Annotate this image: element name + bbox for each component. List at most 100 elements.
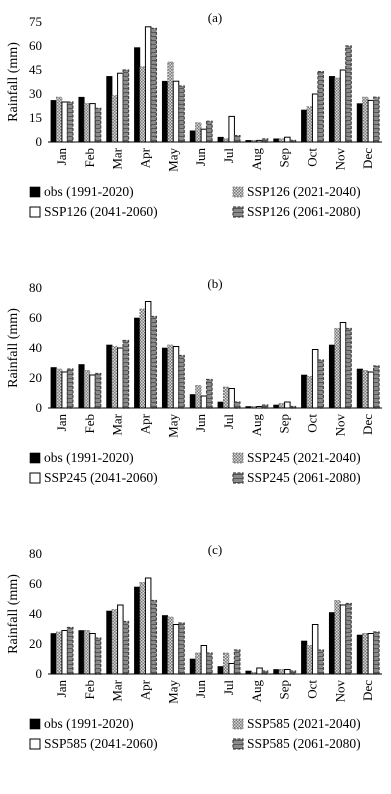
bar-jan-series-1	[50, 633, 57, 675]
bar-jun-series-1	[189, 394, 196, 409]
bar-jun-series-3	[200, 128, 208, 143]
bar-dec-series-2	[362, 370, 369, 409]
x-tick-label: Apr	[137, 413, 152, 434]
y-tick-label: 0	[36, 666, 43, 681]
y-tick-label: 20	[29, 636, 42, 651]
bar-apr-series-4	[150, 599, 158, 675]
bar-mar-series-2	[111, 346, 118, 409]
bar-feb-series-2	[83, 103, 91, 143]
legend-entry-1: obs (1991-2020)	[44, 184, 134, 199]
bar-dec-series-1	[356, 634, 363, 675]
bar-dec-series-4	[372, 96, 380, 143]
bar-apr-series-2	[139, 308, 146, 409]
x-tick-label: Jul	[221, 414, 236, 430]
bar-oct-series-2	[306, 376, 313, 409]
bar-feb-series-3	[89, 103, 96, 143]
y-tick-label: 80	[29, 546, 42, 561]
x-tick-label: Mar	[110, 147, 125, 169]
legend-entry-3: SSP585 (2041-2060)	[44, 736, 158, 751]
x-tick-label: Sep	[277, 680, 292, 700]
x-tick-label: Jul	[221, 148, 236, 164]
x-tick-label: Sep	[277, 414, 292, 434]
legend-swatch-4	[232, 472, 244, 484]
bar-jun-series-1	[189, 130, 196, 143]
bar-feb-series-4	[94, 372, 102, 409]
x-tick-label: Mar	[110, 413, 125, 435]
bar-feb-series-2	[83, 630, 91, 675]
x-tick-label: Aug	[249, 680, 264, 703]
bar-mar-series-4	[122, 620, 130, 675]
bar-dec-series-4	[372, 365, 380, 409]
bar-oct-series-1	[301, 109, 308, 143]
bar-jan-series-3	[61, 371, 68, 409]
y-tick-label: 40	[29, 340, 42, 355]
y-axis-label: Rainfall (mm)	[6, 42, 21, 122]
y-tick-label: 45	[29, 62, 42, 77]
x-tick-label: Aug	[249, 414, 264, 437]
x-tick-label: Oct	[304, 414, 319, 433]
bar-jan-series-2	[56, 631, 63, 675]
x-tick-label: Feb	[82, 680, 97, 700]
bar-jul-series-1	[217, 136, 224, 143]
bar-nov-series-1	[328, 344, 336, 409]
legend-swatch-2	[232, 186, 244, 198]
x-tick-label: Dec	[360, 680, 375, 701]
bar-may-series-1	[161, 80, 169, 143]
bar-nov-series-3	[339, 604, 347, 675]
bar-mar-series-1	[106, 76, 113, 143]
bar-jan-series-1	[50, 100, 57, 143]
bar-jul-series-3	[228, 115, 235, 143]
bar-jan-series-4	[66, 368, 74, 409]
bar-feb-series-3	[89, 374, 96, 409]
x-tick-label: Jan	[54, 414, 69, 432]
bar-nov-series-4	[345, 45, 352, 143]
bar-oct-series-3	[311, 349, 319, 409]
legend-entry-2: SSP245 (2021-2040)	[247, 450, 361, 465]
bar-sep-series-2	[278, 669, 285, 675]
x-tick-label: Mar	[110, 679, 125, 701]
bar-dec-series-2	[362, 633, 369, 675]
legend-swatch-3	[29, 472, 41, 484]
legend-entry-1: obs (1991-2020)	[44, 450, 134, 465]
legend-swatch-1	[29, 186, 41, 198]
x-tick-label: Jan	[54, 680, 69, 698]
bar-sep-series-1	[273, 669, 280, 675]
bar-nov-series-1	[328, 612, 336, 675]
bar-mar-series-3	[117, 604, 124, 675]
bar-oct-series-1	[301, 374, 308, 409]
bar-mar-series-1	[106, 344, 113, 409]
bar-jul-series-2	[223, 386, 230, 409]
bar-dec-series-1	[356, 103, 363, 143]
bar-mar-series-2	[111, 609, 118, 675]
bar-apr-series-2	[139, 66, 146, 143]
bar-oct-series-3	[311, 624, 319, 675]
legend-swatch-3	[29, 738, 41, 750]
bar-apr-series-3	[144, 26, 152, 143]
y-tick-label: 60	[29, 310, 42, 325]
y-tick-label: 75	[29, 14, 42, 29]
y-tick-label: 30	[29, 86, 42, 101]
bar-apr-series-3	[144, 301, 152, 409]
x-tick-label: May	[165, 148, 180, 172]
bar-sep-series-3	[284, 136, 291, 143]
bar-nov-series-3	[339, 69, 347, 143]
bar-jan-series-4	[66, 626, 74, 675]
bar-dec-series-1	[356, 368, 363, 409]
bar-feb-series-4	[94, 107, 102, 143]
bar-oct-series-1	[301, 640, 308, 675]
legend-entry-2: SSP585 (2021-2040)	[247, 716, 361, 731]
bar-apr-series-1	[134, 586, 141, 675]
bar-may-series-4	[178, 622, 185, 675]
x-tick-label: Feb	[82, 414, 97, 434]
legend-swatch-1	[29, 452, 41, 464]
legend-swatch-4	[232, 738, 244, 750]
bar-may-series-1	[161, 347, 169, 409]
bar-jul-series-4	[233, 135, 241, 143]
y-tick-label: 20	[29, 370, 42, 385]
bar-dec-series-3	[367, 99, 375, 143]
bar-may-series-1	[161, 615, 169, 675]
bar-jun-series-2	[195, 652, 202, 675]
bar-may-series-3	[172, 624, 180, 675]
bar-jan-series-2	[56, 368, 63, 409]
bar-jan-series-3	[61, 101, 68, 143]
